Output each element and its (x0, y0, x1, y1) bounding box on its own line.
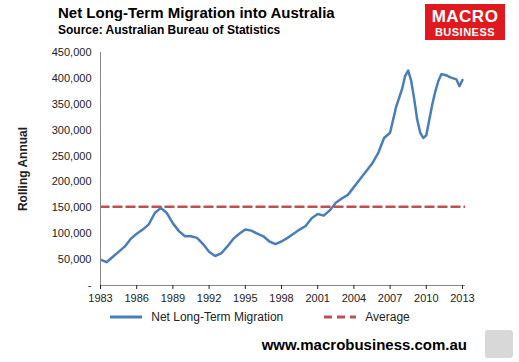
html-text:Net Long-Term Migration: Net Long-Term Migration (151, 310, 284, 324)
svg-text:1983: 1983 (88, 292, 112, 304)
svg-text:1998: 1998 (269, 292, 293, 304)
svg-text:2013: 2013 (450, 292, 474, 304)
svg-text:150,000: 150,000 (52, 201, 92, 213)
html-text:BUSINESS: BUSINESS (434, 26, 496, 38)
html-text:www.macrobusiness.com.au: www.macrobusiness.com.au (261, 336, 467, 353)
svg-text:300,000: 300,000 (52, 124, 92, 136)
svg-text:200,000: 200,000 (52, 175, 92, 187)
html-text:MACRO: MACRO (431, 7, 499, 26)
svg-text:2001: 2001 (305, 292, 329, 304)
svg-text:250,000: 250,000 (52, 150, 92, 162)
svg-text:2004: 2004 (342, 292, 366, 304)
svg-text:350,000: 350,000 (52, 98, 92, 110)
svg-text:1995: 1995 (233, 292, 257, 304)
svg-text:100,000: 100,000 (52, 227, 92, 239)
html-text:Net Long-Term Migration into A: Net Long-Term Migration into Australia (58, 4, 335, 21)
svg-text:Rolling Annual: Rolling Annual (16, 127, 30, 211)
svg-text:450,000: 450,000 (52, 46, 92, 58)
svg-text:50,000: 50,000 (58, 253, 92, 265)
svg-text:-: - (88, 279, 92, 291)
svg-text:1992: 1992 (197, 292, 221, 304)
svg-text:2010: 2010 (414, 292, 438, 304)
svg-text:1989: 1989 (161, 292, 185, 304)
html-text:Source: Australian Bureau of S: Source: Australian Bureau of Statistics (58, 23, 281, 37)
html-text:Average: Average (365, 310, 410, 324)
svg-text:1986: 1986 (124, 292, 148, 304)
svg-text:2007: 2007 (378, 292, 402, 304)
svg-text:400,000: 400,000 (52, 72, 92, 84)
